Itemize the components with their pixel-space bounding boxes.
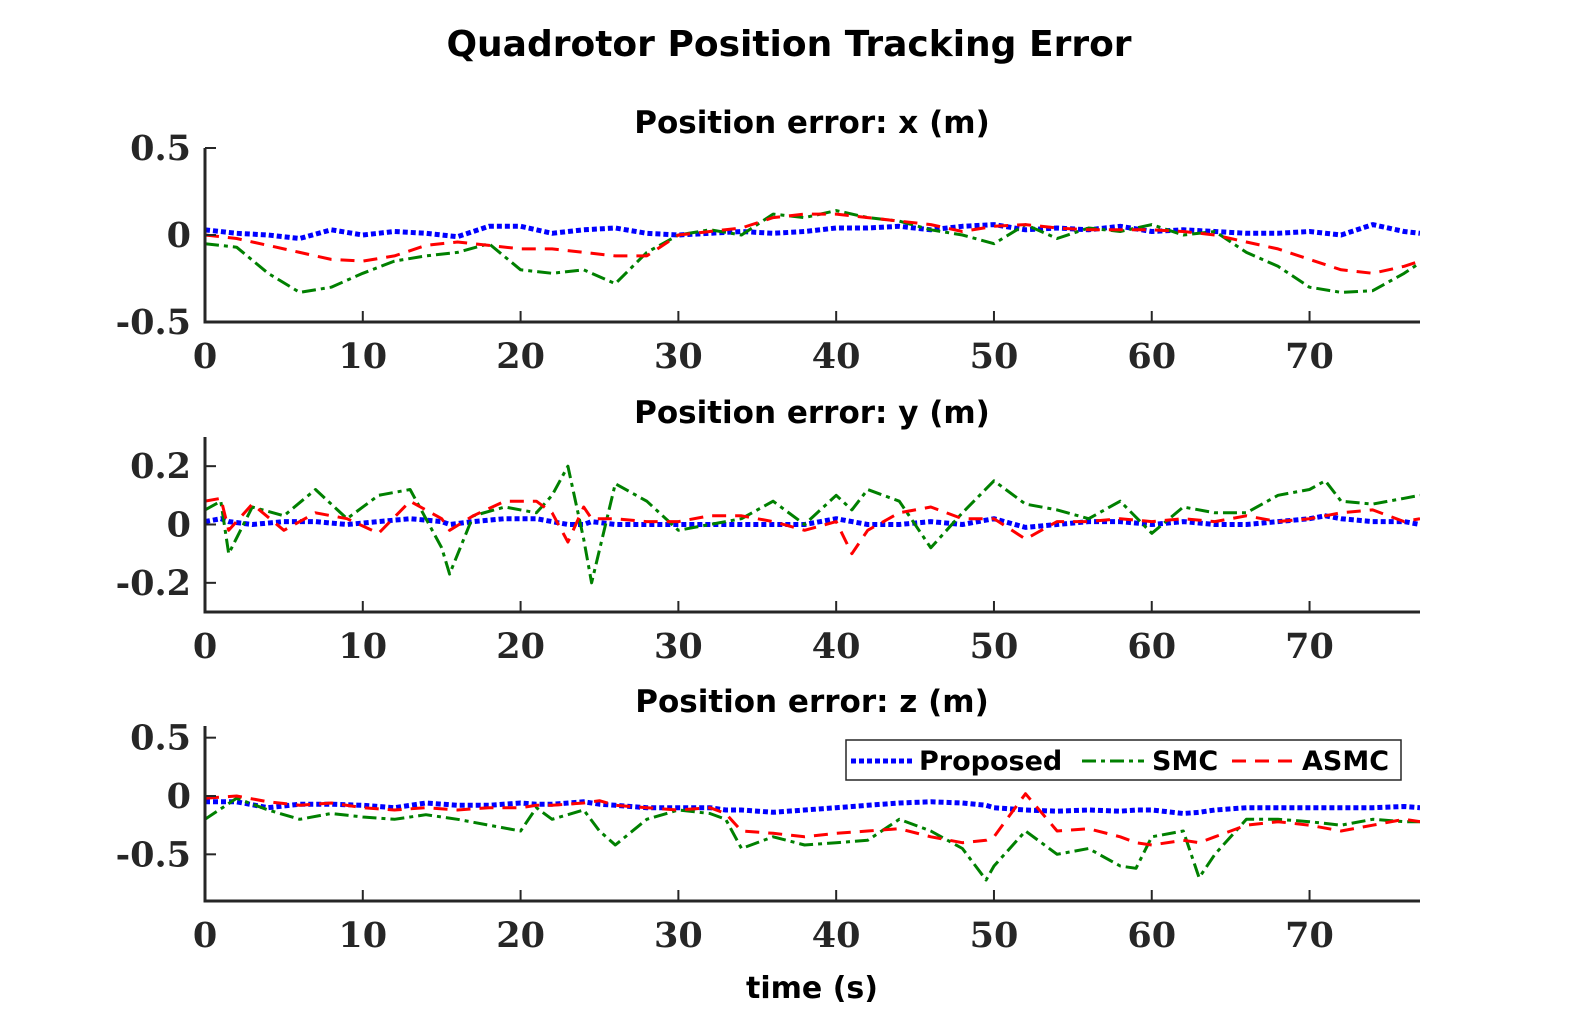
y-tick-label: 0.5 <box>130 128 191 169</box>
x-tick-label: 10 <box>338 336 387 377</box>
y-tick-label: 0 <box>167 215 191 256</box>
legend-label: ASMC <box>1302 746 1389 777</box>
subplot-title: Position error: z (m) <box>635 684 989 720</box>
x-tick-label: 20 <box>496 626 545 667</box>
series-group <box>205 792 1420 882</box>
x-tick-label: 0 <box>193 626 217 667</box>
series-group <box>205 464 1420 585</box>
series-line-proposed <box>205 222 1420 241</box>
series-line-proposed <box>205 799 1420 816</box>
series-line-proposed <box>205 513 1420 530</box>
x-tick-label: 70 <box>1285 915 1334 956</box>
subplot-z: Position error: z (m) 0 10 20 30 40 50 60 70 -0.5… <box>116 684 1420 956</box>
x-tick-label: 60 <box>1127 336 1176 377</box>
x-tick-label: 10 <box>338 915 387 956</box>
series-line-asmc <box>205 212 1420 275</box>
subplot-title: Position error: y (m) <box>634 395 990 431</box>
x-tick-label: 50 <box>970 626 1019 667</box>
series-line-smc <box>205 464 1420 585</box>
x-tick-label: 60 <box>1127 915 1176 956</box>
x-tick-label: 40 <box>812 915 861 956</box>
x-tick-label: 0 <box>193 915 217 956</box>
y-tick-label: 0.5 <box>130 718 191 759</box>
legend-label: SMC <box>1152 746 1218 777</box>
y-tick-label: 0 <box>167 505 191 546</box>
series-line-asmc <box>205 496 1420 556</box>
x-tick-label: 60 <box>1127 626 1176 667</box>
x-tick-label: 50 <box>970 336 1019 377</box>
y-tick-label: 0.2 <box>130 446 191 487</box>
y-tick-label: -0.5 <box>116 834 191 875</box>
x-tick-label: 0 <box>193 336 217 377</box>
subplot-y: Position error: y (m) 0 10 20 30 40 50 60 70 -0.2… <box>116 395 1420 667</box>
legend: Proposed SMC ASMC <box>845 739 1402 781</box>
subplot-x: Position error: x (m) 0 10 20 30 40 50 60 70 -0.5… <box>116 105 1420 377</box>
x-tick-label: 20 <box>496 336 545 377</box>
x-tick-label: 70 <box>1285 626 1334 667</box>
x-tick-label: 30 <box>654 915 703 956</box>
x-tick-label: 20 <box>496 915 545 956</box>
figure-title: Quadrotor Position Tracking Error <box>446 24 1131 65</box>
series-line-smc <box>205 209 1420 294</box>
series-line-asmc <box>205 792 1420 847</box>
x-tick-label: 50 <box>970 915 1019 956</box>
x-tick-label: 70 <box>1285 336 1334 377</box>
subplot-title: Position error: x (m) <box>634 105 990 141</box>
x-tick-label: 10 <box>338 626 387 667</box>
x-tick-label: 40 <box>812 626 861 667</box>
y-tick-label: -0.2 <box>116 563 191 604</box>
y-tick-label: -0.5 <box>116 302 191 343</box>
series-group <box>205 209 1420 294</box>
series-line-smc <box>205 796 1420 882</box>
x-tick-label: 30 <box>654 626 703 667</box>
y-tick-label: 0 <box>167 776 191 817</box>
x-tick-label: 40 <box>812 336 861 377</box>
x-axis-label: time (s) <box>746 971 878 1006</box>
legend-label: Proposed <box>919 746 1062 777</box>
x-tick-label: 30 <box>654 336 703 377</box>
